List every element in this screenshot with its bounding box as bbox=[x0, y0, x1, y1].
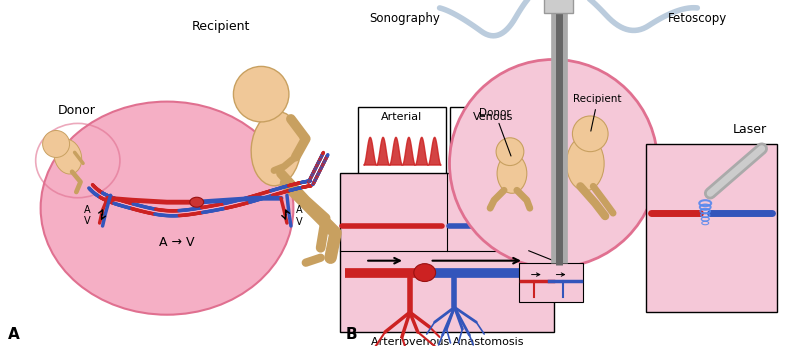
Circle shape bbox=[496, 138, 524, 165]
Ellipse shape bbox=[567, 136, 604, 191]
Ellipse shape bbox=[190, 197, 204, 207]
Text: Sonography: Sonography bbox=[369, 12, 441, 25]
Bar bbox=[358, 107, 445, 184]
Text: Arteriovenous Anastomosis: Arteriovenous Anastomosis bbox=[371, 337, 523, 347]
Text: Recipient: Recipient bbox=[574, 94, 622, 131]
Text: V: V bbox=[296, 217, 302, 227]
Ellipse shape bbox=[251, 112, 301, 186]
Text: V: V bbox=[84, 216, 91, 226]
Ellipse shape bbox=[414, 263, 436, 282]
Text: Venous: Venous bbox=[473, 112, 513, 122]
Bar bbox=[341, 173, 553, 332]
Text: Donor: Donor bbox=[58, 104, 96, 117]
Text: Donor: Donor bbox=[479, 108, 511, 156]
Circle shape bbox=[42, 131, 69, 157]
Text: Laser: Laser bbox=[733, 123, 767, 136]
Text: Fetoscopy: Fetoscopy bbox=[667, 12, 727, 25]
Text: A: A bbox=[296, 205, 302, 215]
Text: B: B bbox=[345, 327, 357, 342]
Ellipse shape bbox=[54, 139, 82, 174]
Circle shape bbox=[234, 66, 289, 122]
Circle shape bbox=[572, 116, 608, 152]
Ellipse shape bbox=[497, 154, 527, 193]
Bar bbox=[449, 107, 537, 184]
Bar bbox=[519, 263, 583, 302]
Text: Arterial: Arterial bbox=[381, 112, 423, 122]
Text: A → V: A → V bbox=[159, 236, 194, 249]
Circle shape bbox=[449, 59, 658, 268]
Text: A: A bbox=[84, 205, 91, 215]
Bar bbox=[646, 144, 777, 312]
Ellipse shape bbox=[41, 102, 294, 315]
Bar bbox=[544, 0, 574, 13]
Text: Recipient: Recipient bbox=[192, 20, 250, 33]
Text: A: A bbox=[9, 327, 20, 342]
